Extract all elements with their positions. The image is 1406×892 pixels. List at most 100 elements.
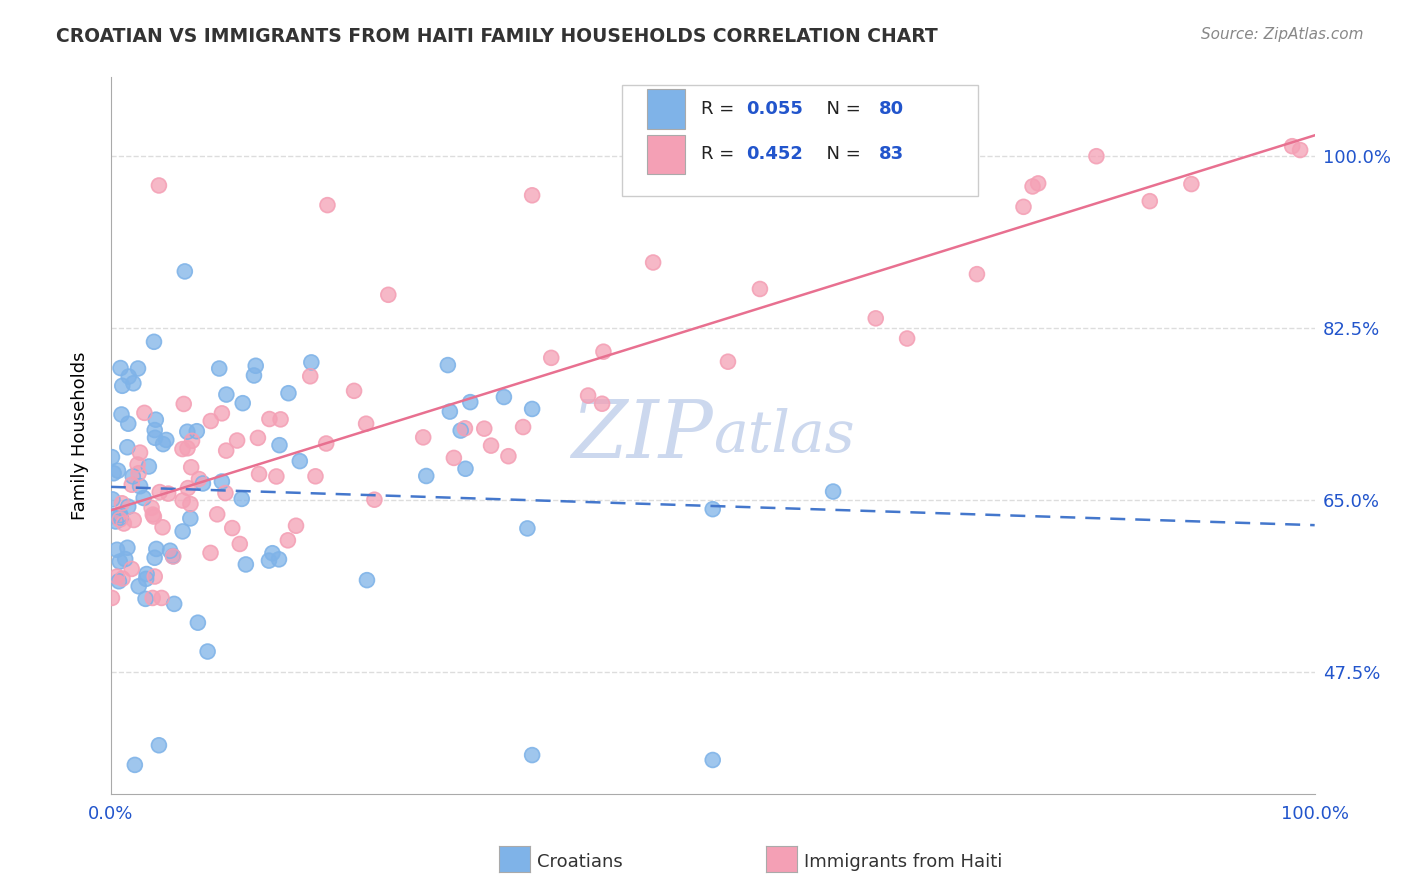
Point <box>145 541 167 556</box>
Point <box>454 462 477 476</box>
Point <box>315 436 337 450</box>
FancyBboxPatch shape <box>623 85 977 195</box>
Point <box>415 469 437 483</box>
Point <box>107 464 129 478</box>
Point <box>127 361 149 376</box>
Point <box>363 492 385 507</box>
Point <box>138 459 160 474</box>
Point <box>127 458 149 472</box>
Point <box>245 359 267 373</box>
Point <box>173 397 195 411</box>
Point <box>176 442 198 456</box>
Point <box>214 486 236 500</box>
Point <box>103 467 125 481</box>
Point <box>437 358 460 372</box>
Point <box>148 738 170 752</box>
Point <box>101 591 124 605</box>
Point <box>231 491 253 506</box>
Point <box>143 431 166 445</box>
Point <box>343 384 366 398</box>
Point <box>257 553 280 567</box>
Point <box>200 546 222 560</box>
Point <box>135 591 157 606</box>
Point <box>288 454 311 468</box>
Point <box>172 524 194 539</box>
Point <box>472 422 495 436</box>
Point <box>150 591 173 605</box>
Point <box>173 264 195 278</box>
Point <box>492 390 515 404</box>
Text: Immigrants from Haiti: Immigrants from Haiti <box>804 853 1002 871</box>
Point <box>865 311 887 326</box>
Point <box>823 484 845 499</box>
Point <box>299 355 322 369</box>
Point <box>1012 200 1035 214</box>
Point <box>191 476 214 491</box>
Point <box>143 334 166 349</box>
Point <box>111 379 134 393</box>
Point <box>211 475 233 489</box>
Point <box>702 502 724 516</box>
Point <box>134 406 156 420</box>
Point <box>592 344 614 359</box>
Point <box>149 485 172 500</box>
Point <box>117 541 139 555</box>
Point <box>214 486 236 500</box>
Point <box>105 542 128 557</box>
Point <box>162 549 184 563</box>
Point <box>472 422 495 436</box>
Text: 0.452: 0.452 <box>747 145 803 163</box>
Point <box>702 753 724 767</box>
Point <box>110 510 132 524</box>
Text: N =: N = <box>815 100 866 118</box>
Point <box>129 445 152 459</box>
Point <box>232 396 254 410</box>
Point <box>128 579 150 593</box>
Point <box>172 493 194 508</box>
Point <box>132 491 155 505</box>
Point <box>266 469 288 483</box>
Point <box>142 591 165 605</box>
Point <box>163 597 186 611</box>
Y-axis label: Family Households: Family Households <box>72 351 89 520</box>
Point <box>245 359 267 373</box>
Point <box>110 510 132 524</box>
Point <box>1021 179 1043 194</box>
Point <box>458 395 481 409</box>
Point <box>277 533 299 548</box>
Point <box>277 386 299 401</box>
Point <box>128 467 150 481</box>
Point <box>266 469 288 483</box>
Point <box>454 421 477 435</box>
Point <box>177 481 200 495</box>
Point <box>107 464 129 478</box>
FancyBboxPatch shape <box>647 89 685 128</box>
Point <box>269 438 291 452</box>
Point <box>117 440 139 454</box>
Point <box>143 550 166 565</box>
Point <box>110 361 132 376</box>
Point <box>717 354 740 368</box>
Point <box>304 469 326 483</box>
Point <box>540 351 562 365</box>
Point <box>591 397 613 411</box>
Point <box>187 615 209 630</box>
Point <box>142 508 165 522</box>
Point <box>226 434 249 448</box>
Point <box>181 434 204 448</box>
Point <box>176 425 198 439</box>
Point <box>122 376 145 391</box>
Point <box>1139 194 1161 209</box>
Point <box>520 401 543 416</box>
Point <box>117 440 139 454</box>
Point <box>439 404 461 418</box>
Point <box>1289 143 1312 157</box>
Point <box>205 508 228 522</box>
Point <box>443 450 465 465</box>
Point <box>111 496 134 510</box>
Point <box>111 379 134 393</box>
Text: 83: 83 <box>879 145 904 163</box>
Point <box>259 412 281 426</box>
Point <box>162 549 184 563</box>
Point <box>101 492 124 507</box>
